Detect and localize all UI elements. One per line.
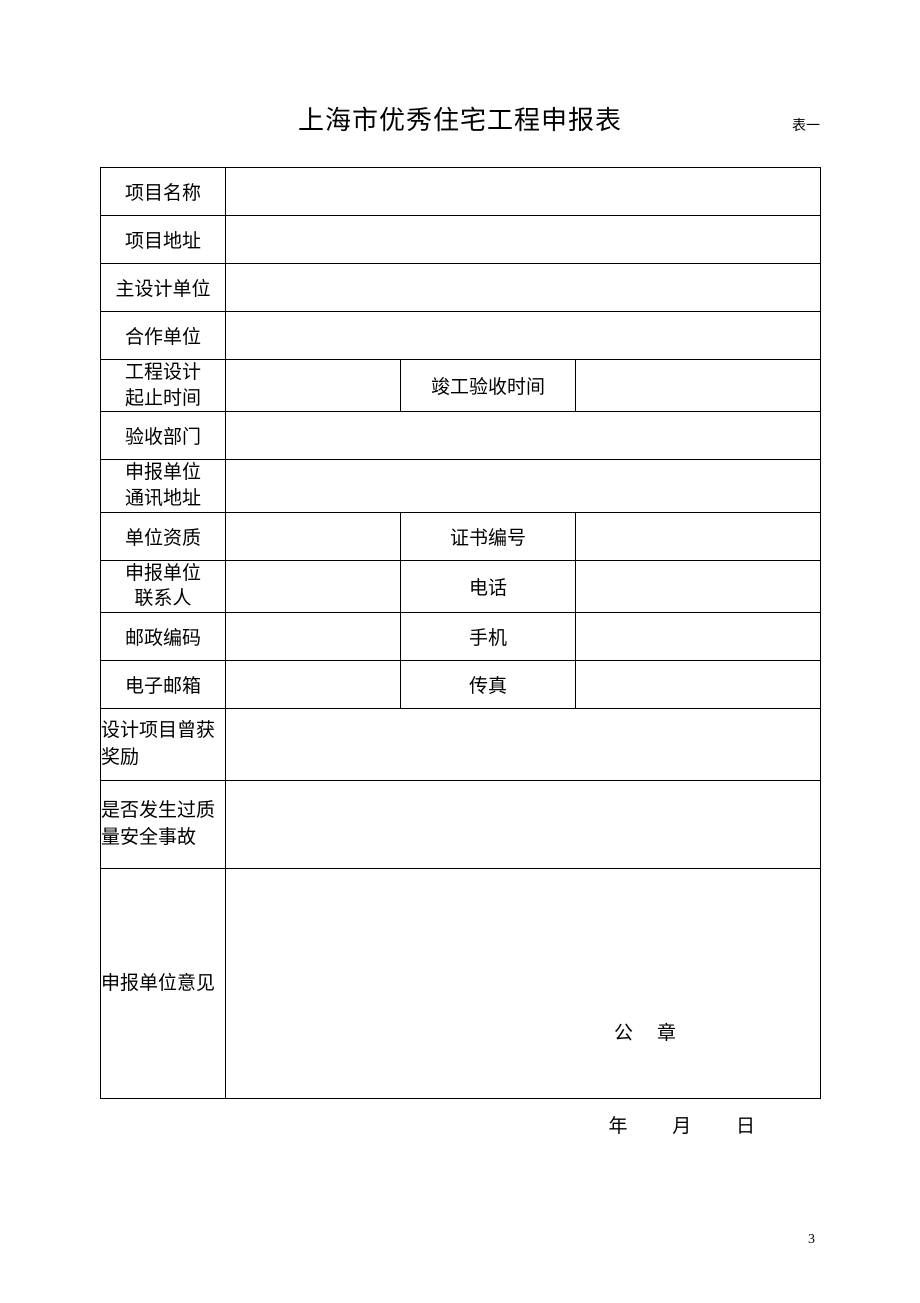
value-contact[interactable] xyxy=(226,560,401,612)
value-mobile[interactable] xyxy=(576,612,821,660)
page-container: 上海市优秀住宅工程申报表 表一 项目名称 项目地址 主设计单位 合作单位 xyxy=(0,0,920,1099)
label-main-designer: 主设计单位 xyxy=(101,264,226,312)
row-project-name: 项目名称 xyxy=(101,168,821,216)
value-incidents[interactable] xyxy=(226,780,821,868)
value-awards[interactable] xyxy=(226,708,821,780)
value-fax[interactable] xyxy=(576,660,821,708)
value-cert-number[interactable] xyxy=(576,512,821,560)
value-project-address[interactable] xyxy=(226,216,821,264)
label-contact: 申报单位 联系人 xyxy=(101,560,226,612)
label-project-address: 项目地址 xyxy=(101,216,226,264)
row-postcode: 邮政编码 手机 xyxy=(101,612,821,660)
label-report-unit-address: 申报单位 通讯地址 xyxy=(101,460,226,512)
value-design-period[interactable] xyxy=(226,360,401,412)
label-acceptance-dept: 验收部门 xyxy=(101,412,226,460)
value-completion-date[interactable] xyxy=(576,360,821,412)
row-cooperator: 合作单位 xyxy=(101,312,821,360)
row-qualification: 单位资质 证书编号 xyxy=(101,512,821,560)
row-opinion: 申报单位意见 公章 年 月 日 xyxy=(101,868,821,1098)
date-month-label: 月 xyxy=(672,1116,691,1137)
label-mobile: 手机 xyxy=(401,612,576,660)
value-project-name[interactable] xyxy=(226,168,821,216)
value-qualification[interactable] xyxy=(226,512,401,560)
row-email: 电子邮箱 传真 xyxy=(101,660,821,708)
title-row: 上海市优秀住宅工程申报表 表一 xyxy=(100,100,820,137)
label-contact-line2: 联系人 xyxy=(101,586,225,612)
label-cert-number: 证书编号 xyxy=(401,512,576,560)
label-opinion: 申报单位意见 xyxy=(101,868,226,1098)
value-opinion[interactable]: 公章 年 月 日 xyxy=(226,868,821,1098)
table-number-label: 表一 xyxy=(792,115,820,135)
value-report-unit-address[interactable] xyxy=(226,460,821,512)
label-phone: 电话 xyxy=(401,560,576,612)
label-project-name: 项目名称 xyxy=(101,168,226,216)
value-phone[interactable] xyxy=(576,560,821,612)
date-day-label: 日 xyxy=(736,1116,755,1137)
label-awards: 设计项目曾获奖励 xyxy=(101,708,226,780)
label-postcode: 邮政编码 xyxy=(101,612,226,660)
label-email: 电子邮箱 xyxy=(101,660,226,708)
date-placeholder: 年 月 日 xyxy=(568,1111,755,1138)
value-cooperator[interactable] xyxy=(226,312,821,360)
label-contact-line1: 申报单位 xyxy=(101,561,225,587)
label-report-unit-address-line1: 申报单位 xyxy=(101,460,225,486)
label-design-period: 工程设计 起止时间 xyxy=(101,360,226,412)
row-report-unit-address: 申报单位 通讯地址 xyxy=(101,460,821,512)
date-year-label: 年 xyxy=(608,1116,627,1137)
label-design-period-line1: 工程设计 xyxy=(101,360,225,386)
label-design-period-line2: 起止时间 xyxy=(101,386,225,412)
label-completion-date: 竣工验收时间 xyxy=(401,360,576,412)
row-contact: 申报单位 联系人 电话 xyxy=(101,560,821,612)
application-form-table: 项目名称 项目地址 主设计单位 合作单位 工程设计 起止时间 竣工验收时间 验收… xyxy=(100,167,821,1099)
row-awards: 设计项目曾获奖励 xyxy=(101,708,821,780)
label-report-unit-address-line2: 通讯地址 xyxy=(101,486,225,512)
label-fax: 传真 xyxy=(401,660,576,708)
seal-placeholder: 公章 xyxy=(614,1018,700,1045)
label-cooperator: 合作单位 xyxy=(101,312,226,360)
row-main-designer: 主设计单位 xyxy=(101,264,821,312)
row-project-address: 项目地址 xyxy=(101,216,821,264)
label-incidents: 是否发生过质量安全事故 xyxy=(101,780,226,868)
form-title: 上海市优秀住宅工程申报表 xyxy=(298,100,622,137)
page-number: 3 xyxy=(808,1232,815,1248)
value-postcode[interactable] xyxy=(226,612,401,660)
row-acceptance-dept: 验收部门 xyxy=(101,412,821,460)
value-email[interactable] xyxy=(226,660,401,708)
row-design-period: 工程设计 起止时间 竣工验收时间 xyxy=(101,360,821,412)
label-qualification: 单位资质 xyxy=(101,512,226,560)
value-main-designer[interactable] xyxy=(226,264,821,312)
value-acceptance-dept[interactable] xyxy=(226,412,821,460)
row-incidents: 是否发生过质量安全事故 xyxy=(101,780,821,868)
